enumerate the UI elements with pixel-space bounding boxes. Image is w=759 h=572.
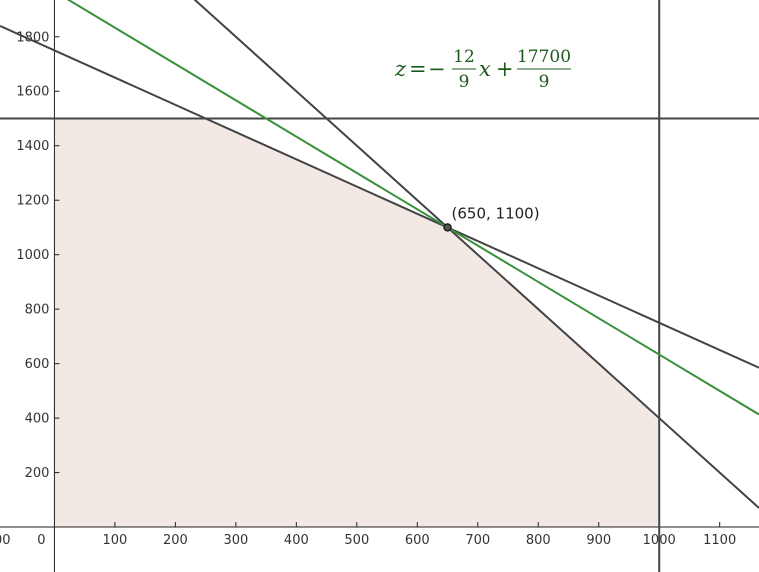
objective-equation: z = − 12 9 x + 17700 9	[394, 47, 571, 92]
x-tick-label: 600	[405, 533, 430, 548]
equation-const-numerator: 17700	[517, 47, 571, 67]
equation-coef-denominator: 9	[459, 72, 470, 92]
x-tick-label: 800	[526, 533, 551, 548]
equation-const-denominator: 9	[539, 72, 550, 92]
y-tick-label: 1400	[16, 139, 49, 154]
objective-line	[66, 0, 759, 416]
x-tick-label: 400	[284, 533, 309, 548]
y-tick-label: 600	[25, 357, 50, 372]
y-tick-label: 400	[25, 412, 50, 427]
x-tick-label: 900	[586, 533, 611, 548]
x-tick-label: 100	[102, 533, 127, 548]
y-tick-label: 1000	[16, 248, 49, 263]
y-tick-label: 800	[25, 303, 50, 318]
equation-equals: =	[409, 57, 427, 81]
x-tick-label: 0	[37, 533, 45, 548]
y-tick-label: 1200	[16, 194, 49, 209]
y-tick-label: 200	[25, 466, 50, 481]
constraint-line-1	[0, 24, 759, 369]
x-tick-label: 200	[163, 533, 188, 548]
x-tick-label: 300	[223, 533, 248, 548]
optimal-point	[443, 223, 452, 232]
feasible-region	[54, 118, 660, 528]
x-tick-label: 700	[465, 533, 490, 548]
optimal-point-label: (650, 1100)	[452, 204, 540, 222]
x-tick-label: 500	[344, 533, 369, 548]
equation-coef-numerator: 12	[453, 47, 475, 67]
constraint-line-2	[193, 0, 759, 509]
y-tick-label: 1800	[16, 30, 49, 45]
x-tick-label-clipped: 00	[0, 533, 11, 548]
equation-minus: −	[428, 57, 446, 81]
equation-plus: +	[496, 57, 514, 81]
x-tick-label: 1100	[703, 533, 736, 548]
equation-lhs: z	[394, 57, 407, 81]
y-tick-label: 1600	[16, 85, 49, 100]
equation-variable: x	[479, 57, 491, 81]
